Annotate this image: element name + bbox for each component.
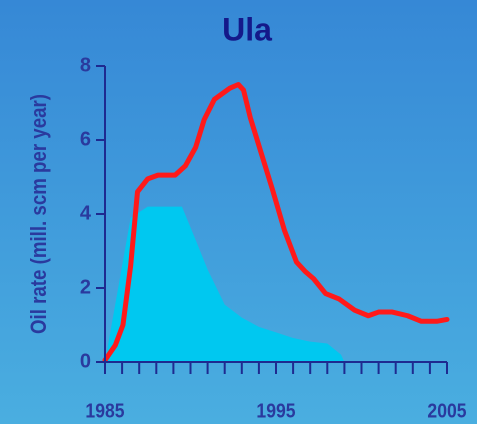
x-tick-label: 1995: [256, 399, 295, 421]
area: [105, 206, 345, 362]
y-axis-label: Oil rate (mill. scm per year): [27, 94, 51, 334]
chart-title: Ula: [222, 11, 272, 47]
y-tick-label: 6: [80, 128, 91, 150]
x-tick-label: 2005: [427, 399, 466, 421]
line: [102, 82, 450, 363]
y-tick-label: 2: [80, 276, 91, 298]
y-tick-label: 4: [80, 202, 92, 224]
x-tick-label: 1985: [85, 399, 124, 421]
y-tick-label: 0: [80, 350, 91, 372]
y-tick-label: 8: [80, 54, 91, 76]
